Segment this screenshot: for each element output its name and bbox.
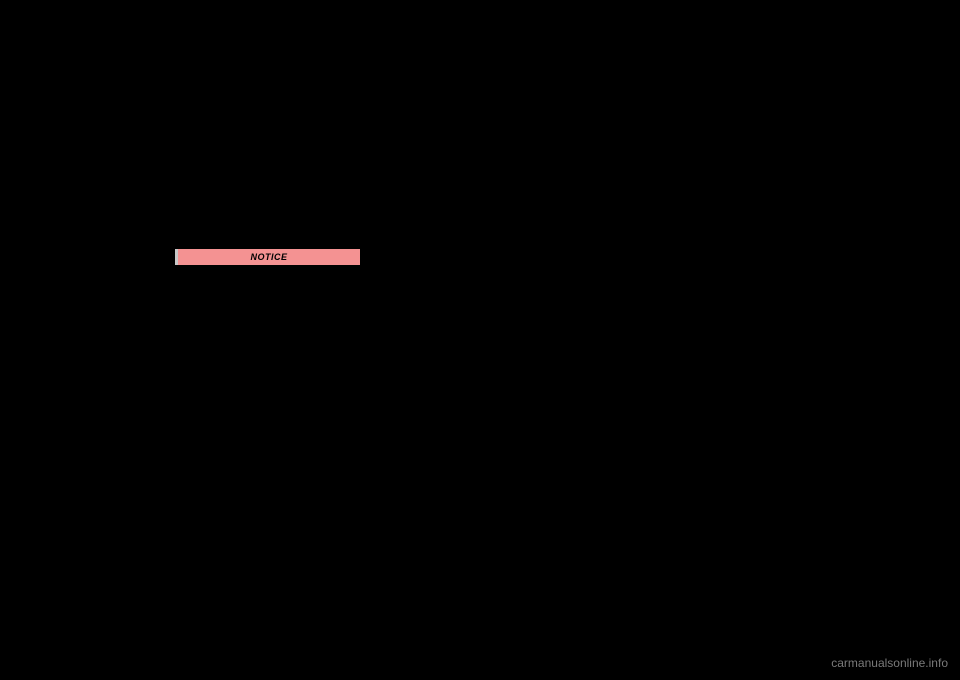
notice-label: NOTICE <box>250 252 287 262</box>
notice-box: NOTICE <box>175 249 360 265</box>
watermark-text: carmanualsonline.info <box>831 656 948 670</box>
